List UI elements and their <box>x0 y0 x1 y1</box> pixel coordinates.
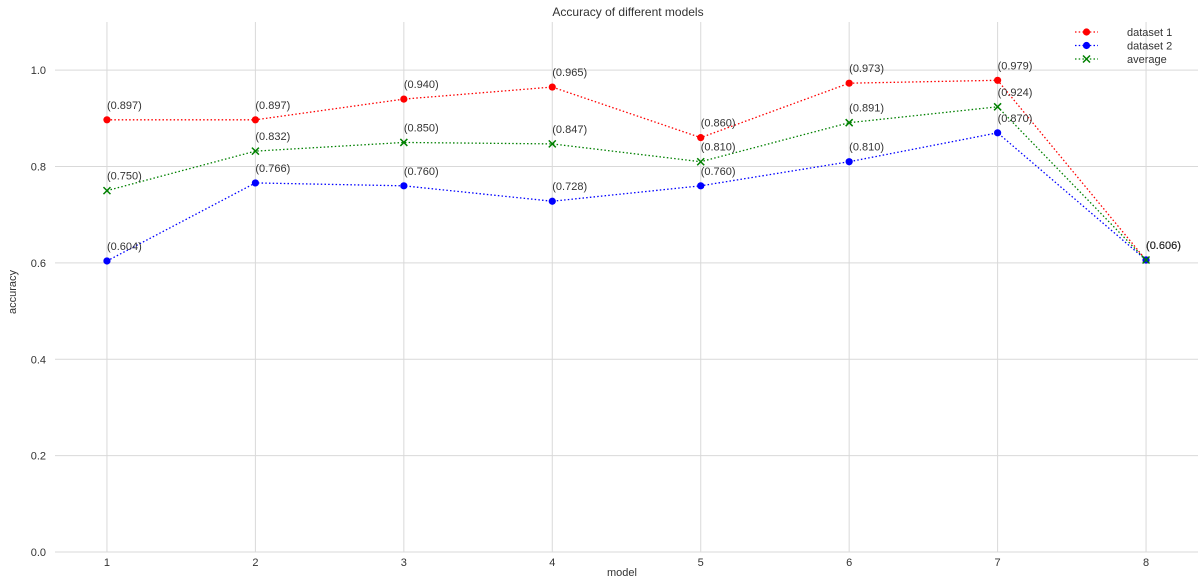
legend-label: average <box>1127 54 1167 66</box>
data-point <box>400 95 408 103</box>
data-label: (0.810) <box>849 142 884 154</box>
data-point <box>1142 255 1151 265</box>
data-label: (0.766) <box>255 163 290 175</box>
legend-label: dataset 2 <box>1127 41 1172 53</box>
data-label: (0.897) <box>255 100 290 112</box>
data-label: (0.750) <box>107 171 142 183</box>
y-tick-label: 0.8 <box>31 162 46 174</box>
data-label: (0.604) <box>107 241 142 253</box>
x-tick-label: 5 <box>698 557 704 569</box>
data-point <box>102 186 111 195</box>
marker-stroke <box>251 147 260 156</box>
data-point <box>994 129 1002 137</box>
y-tick-label: 0.0 <box>31 547 46 559</box>
data-point <box>251 116 259 124</box>
x-tick-label: 4 <box>549 557 555 569</box>
data-point <box>845 79 853 87</box>
data-labels: (0.897) (0.897) (0.940) (0.965) (0.860) (0.97… <box>107 60 1181 253</box>
data-label: (0.850) <box>404 122 439 134</box>
data-label: (0.606) <box>1146 240 1181 252</box>
series-line <box>106 106 1147 261</box>
x-axis-title: model <box>607 567 637 579</box>
data-label: (0.810) <box>701 142 736 154</box>
y-tick-label: 0.2 <box>31 451 46 463</box>
marker-stroke <box>399 138 408 147</box>
marker-stroke <box>696 157 705 166</box>
data-label: (0.979) <box>998 60 1033 72</box>
legend-marker <box>1082 54 1091 64</box>
data-point <box>103 257 111 265</box>
data-label: (0.832) <box>255 131 290 143</box>
data-point <box>994 76 1002 84</box>
data-label: (0.847) <box>552 124 587 136</box>
x-tick-label: 8 <box>1143 557 1149 569</box>
x-tick-label: 3 <box>401 557 407 569</box>
legend-item: dataset 1 <box>1075 27 1172 39</box>
data-label: (0.760) <box>404 166 439 178</box>
x-tick-label: 7 <box>995 557 1001 569</box>
data-point <box>548 83 556 91</box>
data-point <box>696 157 705 166</box>
legend-item: dataset 2 <box>1075 41 1172 53</box>
legend-marker <box>1082 41 1091 50</box>
data-label: (0.940) <box>404 79 439 91</box>
data-point <box>845 118 854 127</box>
legend-marker <box>1082 28 1091 36</box>
y-tick-label: 1.0 <box>31 65 46 77</box>
data-label: (0.606) <box>1146 240 1181 252</box>
x-tick-label: 2 <box>252 557 258 569</box>
y-axis-title: accuracy <box>7 269 19 314</box>
x-tick-label: 1 <box>104 557 110 569</box>
data-point <box>548 139 557 148</box>
data-point <box>251 147 260 156</box>
axes: 1 2 3 4 5 6 7 8 0.0 0.2 0.4 0.6 0.8 1.0 <box>31 65 1149 569</box>
data-point <box>548 197 556 205</box>
marker-stroke <box>548 139 557 148</box>
data-point <box>103 116 111 124</box>
data-point <box>845 158 853 166</box>
data-label: (0.870) <box>998 113 1033 125</box>
series-line <box>106 132 1147 262</box>
data-label: (0.897) <box>107 100 142 112</box>
x-tick-label: 6 <box>846 557 852 569</box>
data-point <box>993 102 1002 111</box>
y-tick-label: 0.4 <box>31 354 46 366</box>
legend-item: average <box>1075 54 1167 66</box>
data-point <box>400 182 408 190</box>
marker-stroke <box>102 186 111 195</box>
marker-stroke <box>845 118 854 127</box>
data-label: (0.973) <box>849 63 884 75</box>
data-point <box>697 182 705 190</box>
marker-stroke <box>1142 255 1151 265</box>
legend-label: dataset 1 <box>1127 27 1172 39</box>
y-tick-label: 0.6 <box>31 258 46 270</box>
series-group <box>102 76 1151 265</box>
data-label: (0.728) <box>552 181 587 193</box>
data-label: (0.891) <box>849 103 884 115</box>
data-point <box>399 138 408 147</box>
data-point <box>697 134 705 142</box>
data-label: (0.760) <box>701 166 736 178</box>
data-label: (0.606) <box>1146 240 1181 252</box>
marker-stroke <box>993 102 1002 111</box>
data-label: (0.860) <box>701 118 736 130</box>
data-point <box>251 179 259 187</box>
grid <box>55 22 1198 553</box>
data-label: (0.924) <box>998 87 1033 99</box>
chart-title: Accuracy of different models <box>552 5 703 19</box>
series-line <box>106 79 1147 261</box>
data-label: (0.965) <box>552 67 587 79</box>
